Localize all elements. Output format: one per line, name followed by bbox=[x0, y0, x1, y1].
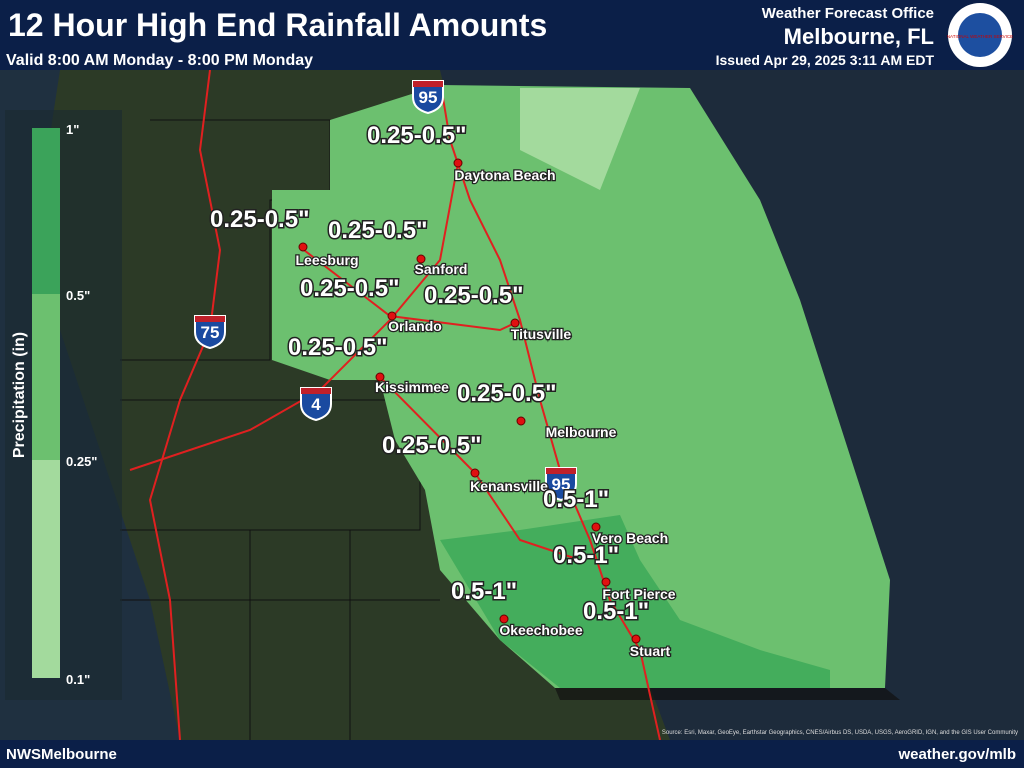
title: 12 Hour High End Rainfall Amounts bbox=[8, 7, 547, 43]
highway-number: 95 bbox=[419, 88, 438, 107]
footer-bar bbox=[0, 740, 1024, 768]
rain-area-low bbox=[272, 85, 890, 688]
logo-text: NATIONAL WEATHER SERVICE bbox=[947, 34, 1013, 39]
city-dot bbox=[510, 318, 520, 328]
highway-shield bbox=[300, 387, 332, 422]
rain-amount: 0.5-1" bbox=[553, 542, 619, 569]
office: Weather Forecast Office bbox=[762, 5, 934, 22]
city-dot bbox=[470, 468, 480, 478]
shield-top bbox=[195, 316, 225, 322]
legend-label: 0.25" bbox=[66, 454, 97, 469]
shield-top bbox=[301, 388, 331, 394]
rain-amount: 0.5-1" bbox=[543, 486, 609, 513]
rain-amount: 0.25-0.5" bbox=[210, 206, 309, 233]
city-name: Titusville bbox=[511, 326, 572, 342]
rain-amount: 0.25-0.5" bbox=[457, 380, 556, 407]
shadow bbox=[555, 688, 900, 700]
highway-shield bbox=[545, 467, 577, 502]
city-dot bbox=[516, 416, 526, 426]
legend-label: 1" bbox=[66, 122, 79, 137]
logo-inner bbox=[958, 13, 1002, 57]
rain-amount: 0.5-1" bbox=[583, 598, 649, 625]
city-dot bbox=[375, 372, 385, 382]
rain-area-lightest bbox=[520, 88, 640, 190]
city-dot bbox=[601, 577, 611, 587]
roads bbox=[129, 69, 661, 741]
header-bar bbox=[0, 0, 1024, 70]
city-dot bbox=[453, 158, 463, 168]
valid-time: Valid 8:00 AM Monday - 8:00 PM Monday bbox=[6, 52, 313, 69]
legend-panel bbox=[5, 110, 122, 700]
legend-swatch-low bbox=[32, 460, 60, 678]
city-name: Melbourne bbox=[546, 424, 617, 440]
rain-amount: 0.25-0.5" bbox=[367, 122, 466, 149]
location: Melbourne, FL bbox=[784, 24, 934, 49]
issued: Issued Apr 29, 2025 3:11 AM EDT bbox=[716, 52, 935, 68]
legend-title: Precipitation (in) bbox=[11, 332, 28, 458]
city-name: Kenansville bbox=[470, 478, 548, 494]
legend-label: 0.5" bbox=[66, 288, 90, 303]
city-name: Kissimmee bbox=[375, 379, 449, 395]
footer-right: weather.gov/mlb bbox=[897, 746, 1016, 763]
legend-swatch-high bbox=[32, 128, 60, 294]
shield-top bbox=[546, 468, 576, 474]
rain-amount: 0.25-0.5" bbox=[424, 282, 523, 309]
city-dot bbox=[591, 522, 601, 532]
attribution: Source: Esri, Maxar, GeoEye, Earthstar G… bbox=[662, 730, 1018, 736]
footer-left: NWSMelbourne bbox=[6, 746, 117, 763]
legend-label: 0.1" bbox=[66, 672, 90, 687]
highway-number: 75 bbox=[201, 323, 220, 342]
rain-area-high bbox=[440, 515, 830, 688]
city-name: Stuart bbox=[630, 643, 671, 659]
rain-amount: 0.25-0.5" bbox=[382, 432, 481, 459]
city-dot bbox=[298, 242, 308, 252]
rain-amount: 0.25-0.5" bbox=[288, 334, 387, 361]
highway-shield bbox=[412, 80, 444, 115]
city-dot bbox=[499, 614, 509, 624]
rain-amount: 0.5-1" bbox=[451, 578, 517, 605]
rain-amount: 0.25-0.5" bbox=[300, 275, 399, 302]
city-name: Fort Pierce bbox=[602, 586, 675, 602]
city-name: Leesburg bbox=[295, 252, 358, 268]
rain-amount: 0.25-0.5" bbox=[328, 217, 427, 244]
city-name: Daytona Beach bbox=[454, 167, 555, 183]
city-dot bbox=[631, 634, 641, 644]
shield-top bbox=[413, 81, 443, 87]
highway-number: 4 bbox=[311, 395, 321, 414]
highway-number: 95 bbox=[552, 475, 571, 494]
city-name: Sanford bbox=[415, 261, 468, 277]
city-dot bbox=[387, 311, 397, 321]
legend-swatch-mid bbox=[32, 294, 60, 460]
city-name: Vero Beach bbox=[592, 530, 668, 546]
highway-shield bbox=[194, 315, 226, 350]
city-dot bbox=[416, 254, 426, 264]
city-name: Orlando bbox=[388, 318, 442, 334]
city-name: Okeechobee bbox=[499, 622, 582, 638]
